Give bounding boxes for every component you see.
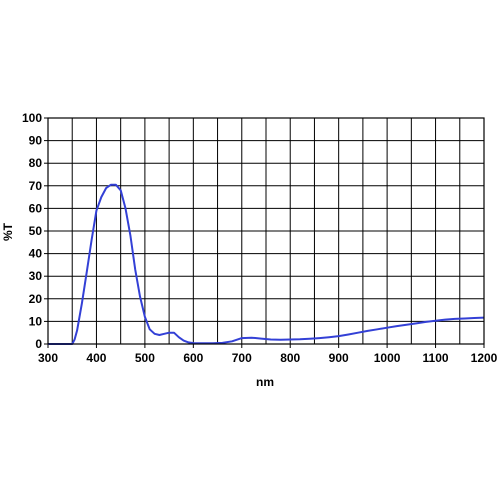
y-tick-label: 90: [29, 134, 43, 148]
y-tick-label: 60: [29, 201, 43, 215]
y-tick-label: 0: [35, 337, 42, 351]
y-tick-label: 40: [29, 247, 43, 261]
series-line: [48, 183, 485, 345]
y-axis: 0 10 20 30 40 50 60 70 80 90 100: [22, 111, 48, 351]
x-tick-label: 1000: [374, 351, 401, 365]
x-tick-label: 700: [232, 351, 252, 365]
y-tick-label: 30: [29, 269, 43, 283]
plot-frame: [47, 117, 485, 345]
y-tick-label: 100: [22, 111, 42, 125]
y-axis-title: %T: [1, 222, 15, 241]
x-axis-title: nm: [256, 375, 274, 389]
y-tick-label: 70: [29, 179, 43, 193]
x-tick-label: 400: [86, 351, 106, 365]
y-tick-label: 80: [29, 156, 43, 170]
y-tick-label: 10: [29, 314, 43, 328]
x-tick-label: 800: [280, 351, 300, 365]
x-tick-label: 300: [38, 351, 58, 365]
y-tick-label: 20: [29, 292, 43, 306]
x-tick-label: 1100: [423, 351, 449, 365]
x-tick-label: 500: [135, 351, 155, 365]
x-tick-label: 1200: [471, 351, 498, 365]
x-axis: 300 400 500 600 700 800 900 1000 1100 1200: [38, 344, 498, 365]
x-tick-label: 900: [329, 351, 349, 365]
y-tick-label: 50: [29, 224, 43, 238]
x-tick-label: 600: [183, 351, 203, 365]
